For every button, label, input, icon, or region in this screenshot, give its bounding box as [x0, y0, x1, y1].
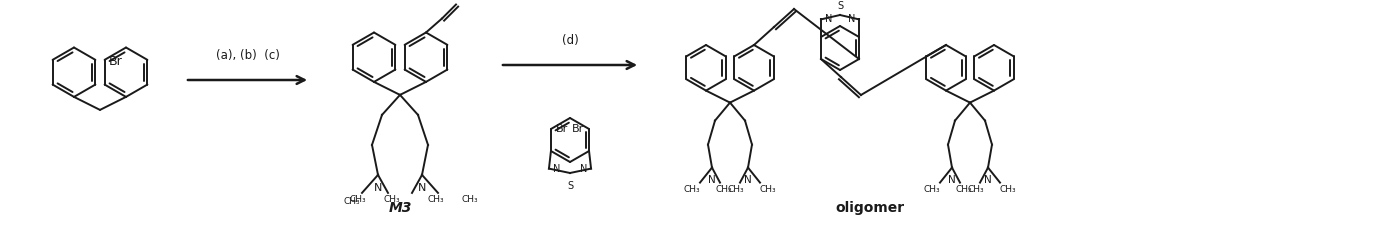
- Text: N: N: [708, 175, 716, 184]
- Text: N: N: [825, 14, 832, 24]
- Text: N: N: [847, 14, 855, 24]
- Text: CH₃: CH₃: [427, 195, 444, 204]
- Text: N: N: [744, 175, 752, 184]
- Text: Br: Br: [572, 124, 585, 134]
- Text: Br: Br: [556, 124, 568, 134]
- Text: CH₃: CH₃: [999, 184, 1016, 194]
- Text: (d): (d): [561, 34, 579, 47]
- Text: N: N: [417, 183, 426, 193]
- Text: CH₃: CH₃: [760, 184, 777, 194]
- Text: CH₃: CH₃: [716, 184, 732, 194]
- Text: M3: M3: [388, 201, 412, 215]
- Text: N: N: [373, 183, 383, 193]
- Text: N: N: [984, 175, 992, 184]
- Text: Br: Br: [109, 55, 123, 68]
- Text: S: S: [567, 181, 574, 191]
- Text: N: N: [579, 164, 587, 174]
- Text: CH₃: CH₃: [728, 184, 745, 194]
- Text: oligomer: oligomer: [836, 201, 905, 215]
- Text: CH₃: CH₃: [384, 195, 401, 204]
- Text: CH₃: CH₃: [350, 195, 366, 204]
- Text: CH₃: CH₃: [684, 184, 701, 194]
- Text: S: S: [837, 1, 843, 11]
- Text: (a), (b)  (c): (a), (b) (c): [216, 49, 279, 62]
- Text: N: N: [553, 164, 560, 174]
- Text: CH₃: CH₃: [967, 184, 984, 194]
- Text: CH₃: CH₃: [343, 197, 359, 206]
- Text: N: N: [948, 175, 956, 184]
- Text: CH₃: CH₃: [923, 184, 940, 194]
- Text: CH₃: CH₃: [956, 184, 973, 194]
- Text: CH₃: CH₃: [462, 195, 478, 204]
